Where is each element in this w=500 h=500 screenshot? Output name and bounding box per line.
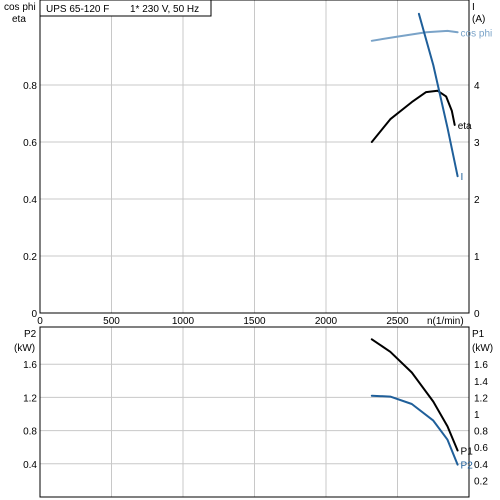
- y-axis-label-eta: eta: [12, 14, 26, 25]
- y-tick-label-left: 0.4: [23, 460, 37, 471]
- series-label-P1: P1: [461, 447, 474, 458]
- y-tick-label-right: 0: [474, 309, 480, 320]
- y-tick-label-right: 0.4: [474, 460, 488, 471]
- x-axis-label: n(1/min): [427, 316, 464, 327]
- y-tick-label-left: 0.8: [23, 81, 37, 92]
- top-panel-curves: cos phi eta I: [370, 12, 493, 183]
- x-tick-label: 0: [37, 316, 43, 327]
- y-tick-label-left: 1.2: [23, 393, 37, 404]
- x-tick-label: 1000: [172, 316, 195, 327]
- series-line-P1: [370, 338, 459, 452]
- series-line-P2: [370, 394, 459, 466]
- y-axis-right-unit-current: (A): [472, 14, 485, 25]
- header-pump-model: UPS 65-120 F: [46, 4, 109, 15]
- y-tick-label-right: 0.6: [474, 443, 488, 454]
- series-label-cos-phi: cos phi: [461, 28, 493, 39]
- top-panel-ticks: 0 500 1000 1500 2000 2500 0 0.2 0.4 0.6 0.8 0 1 2 3 4: [23, 81, 480, 327]
- series-line-I: [417, 12, 459, 178]
- top-panel-frame: [39, 0, 470, 314]
- series-label-P2: P2: [461, 461, 474, 472]
- y-tick-label-right: 0.8: [474, 427, 488, 438]
- y-tick-label-right: 4: [474, 81, 480, 92]
- y-tick-label-right: 1: [474, 252, 480, 263]
- y-tick-label-right: 0.2: [474, 476, 488, 487]
- bottom-panel-frame: [39, 326, 470, 498]
- y-axis-right-label-current: I: [472, 2, 475, 13]
- y-tick-label-right: 3: [474, 138, 480, 149]
- y-axis-label-cosphi: cos phi: [4, 2, 36, 13]
- bottom-panel-grid: [40, 327, 469, 497]
- y-tick-label-left: 0.4: [23, 195, 37, 206]
- series-line-cos-phi: [370, 29, 459, 42]
- y-axis-right-label-p1: P1: [472, 329, 485, 340]
- y-tick-label-left: 1.6: [23, 360, 37, 371]
- x-tick-label: 1500: [243, 316, 266, 327]
- y-axis-label-p2: P2: [24, 329, 37, 340]
- x-tick-label: 2000: [315, 316, 338, 327]
- series-label-I: I: [461, 172, 464, 183]
- y-tick-label-right: 1.6: [474, 360, 488, 371]
- x-tick-label: 500: [103, 316, 120, 327]
- bottom-panel-ticks: 0.4 0.8 1.2 1.6 0.2 0.4 0.6 0.8 1 1.2 1.4 1.6: [23, 360, 488, 487]
- x-tick-label: 2500: [386, 316, 409, 327]
- y-axis-unit-p2: (kW): [14, 343, 35, 354]
- y-axis-right-unit-p1: (kW): [472, 343, 493, 354]
- y-tick-label-right: 1: [474, 410, 480, 421]
- series-label-eta: eta: [458, 121, 472, 132]
- top-panel-grid: [40, 0, 469, 313]
- y-tick-label-left: 0.8: [23, 427, 37, 438]
- header-box: [39, 0, 212, 17]
- y-tick-label-right: 2: [474, 195, 480, 206]
- y-tick-label-left: 0.6: [23, 138, 37, 149]
- series-line-eta: [370, 89, 456, 143]
- y-tick-label-right: 1.2: [474, 393, 488, 404]
- header-supply: 1* 230 V, 50 Hz: [130, 4, 199, 15]
- y-tick-label-left: 0.2: [23, 252, 37, 263]
- y-tick-label-left: 0: [31, 309, 37, 320]
- y-tick-label-right: 1.4: [474, 377, 488, 388]
